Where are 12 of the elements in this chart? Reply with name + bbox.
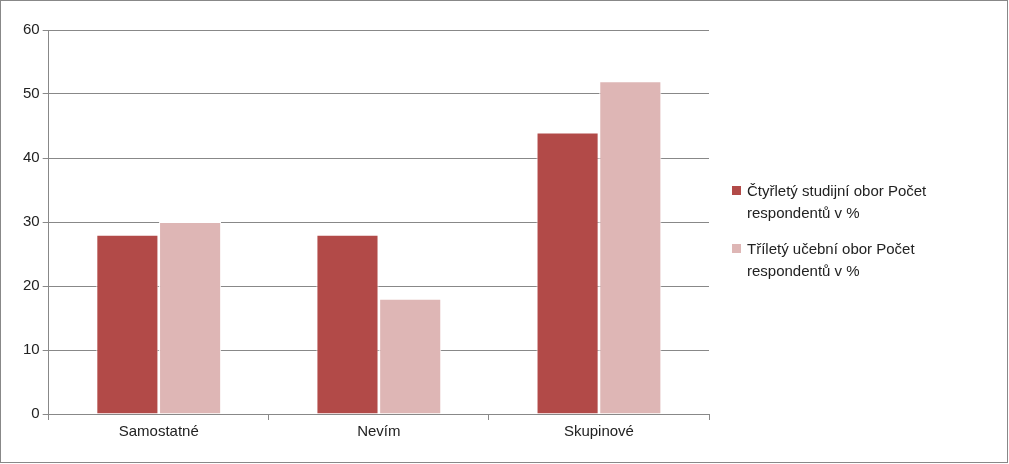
legend-label: Čtyřletý studijní obor Počet respondentů v % bbox=[747, 181, 928, 223]
y-tick-label: 50 bbox=[23, 84, 40, 102]
x-tick-label: Nevím bbox=[357, 422, 401, 440]
y-tick-label: 30 bbox=[23, 212, 40, 230]
y-tick-label: 10 bbox=[23, 340, 40, 358]
y-tick-label: 0 bbox=[31, 404, 40, 422]
x-tick-label: Samostatné bbox=[118, 422, 199, 440]
legend-label: Tříletý učební obor Počet respondentů v % bbox=[747, 239, 916, 281]
y-tick-label: 60 bbox=[23, 20, 40, 38]
y-tick-label: 40 bbox=[23, 148, 40, 166]
x-tick-label: Skupinové bbox=[563, 422, 634, 440]
y-tick-label: 20 bbox=[23, 276, 40, 294]
